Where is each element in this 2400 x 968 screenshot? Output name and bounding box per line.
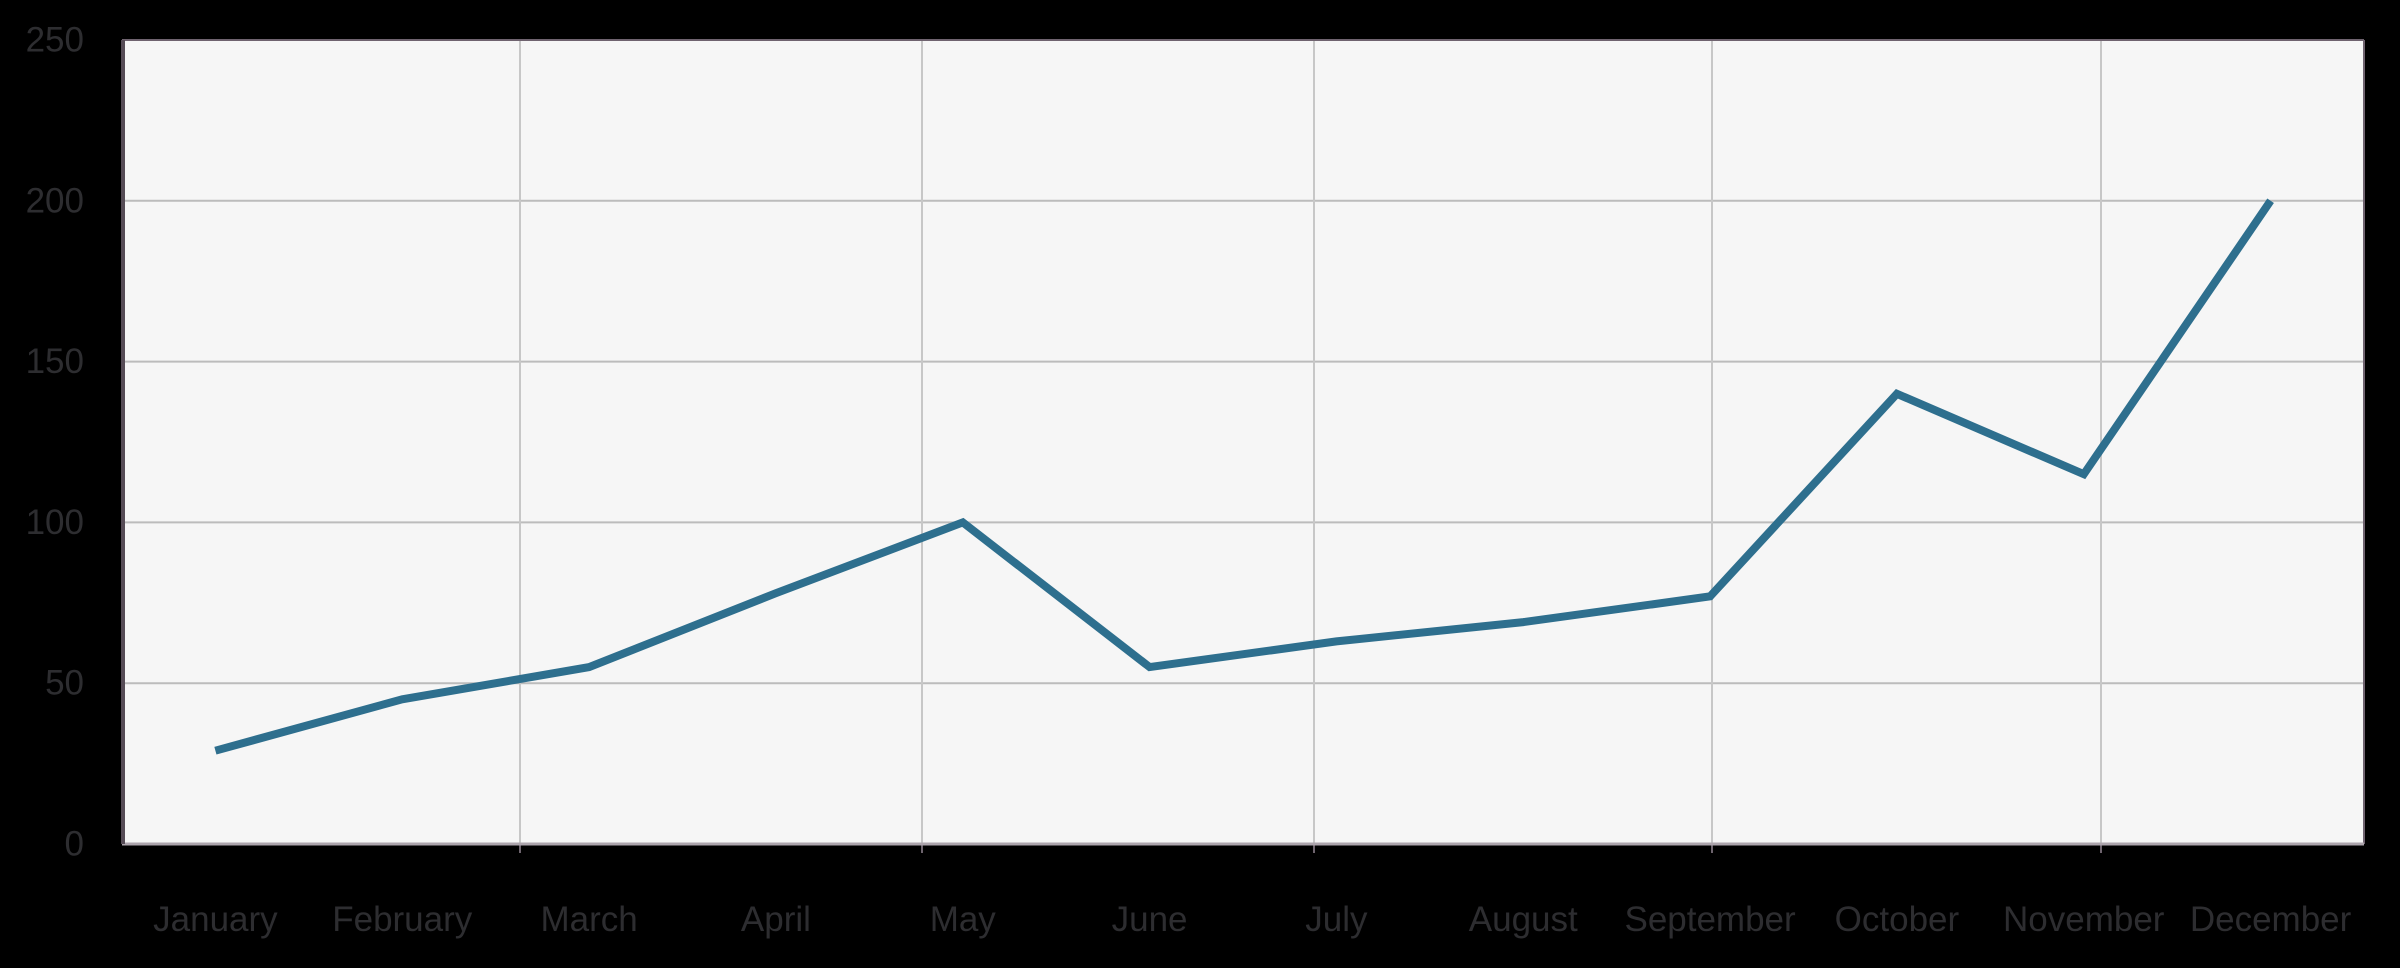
- y-axis-label: 50: [45, 664, 84, 703]
- x-axis-label: September: [1624, 900, 1796, 939]
- y-axis-label: 100: [26, 503, 84, 542]
- x-axis-label: May: [930, 900, 997, 939]
- x-axis-label: June: [1112, 900, 1188, 939]
- x-axis-label: January: [153, 900, 278, 939]
- x-axis-label: July: [1305, 900, 1368, 939]
- y-axis-label: 150: [26, 342, 84, 381]
- x-axis-label: November: [2003, 900, 2165, 939]
- plot-area: [122, 40, 2364, 844]
- x-axis-label: April: [741, 900, 811, 939]
- y-axis-label: 0: [65, 825, 84, 864]
- y-axis-label: 250: [26, 21, 84, 60]
- x-axis-label: August: [1469, 900, 1578, 939]
- y-axis-label: 200: [26, 181, 84, 220]
- series-line: [214, 198, 2274, 755]
- x-axis-label: October: [1835, 900, 1960, 939]
- x-axis-label: March: [540, 900, 637, 939]
- x-axis-label: February: [332, 900, 473, 939]
- x-axis-label: December: [2190, 900, 2352, 939]
